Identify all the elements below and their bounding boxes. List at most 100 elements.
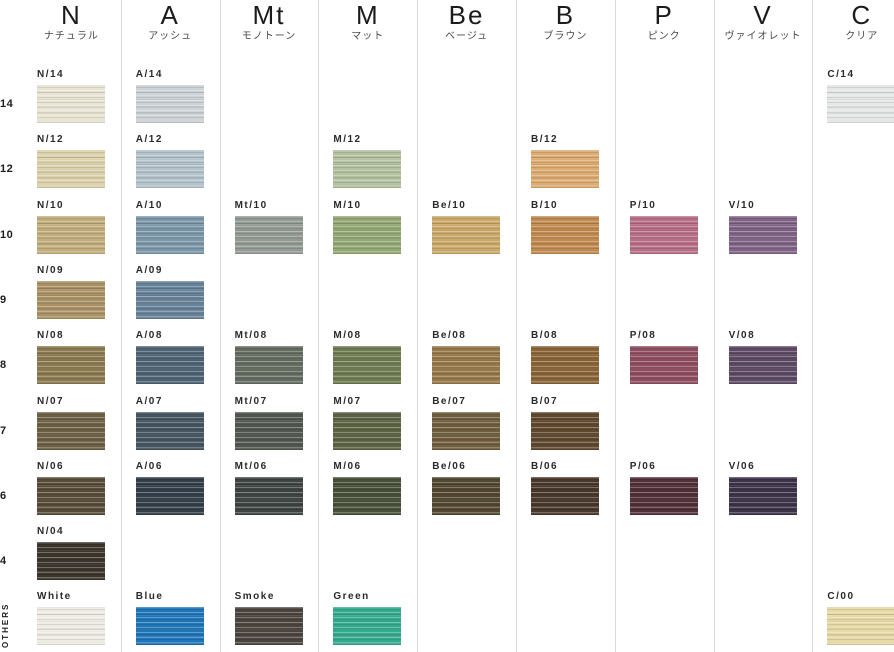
swatch-label-smoke: Smoke [234, 591, 275, 603]
swatch-label-mt-08: Mt/08 [234, 330, 268, 342]
swatch-mt-06 [234, 476, 303, 515]
swatch-n-12 [37, 150, 105, 189]
column-kana-m: マット [351, 31, 385, 42]
column-letter-be: Be [448, 0, 485, 30]
swatch-m-10 [333, 215, 402, 254]
swatch-v-06 [728, 476, 797, 515]
swatch-m-07 [333, 411, 402, 450]
row-level-12: 12 [0, 163, 14, 176]
swatch-n-06 [37, 476, 105, 515]
swatch-label-mt-06: Mt/06 [234, 460, 268, 472]
column-divider [219, 0, 221, 652]
swatch-b-08 [531, 346, 599, 385]
column-letter-v: V [753, 0, 773, 30]
swatch-label-m-07: M/07 [333, 395, 362, 407]
column-letter-p: P [654, 0, 674, 30]
swatch-mt-10 [234, 215, 303, 254]
swatch-a-08 [135, 346, 204, 385]
swatch-label-b-08: B/08 [531, 330, 559, 342]
swatch-label-c-14: C/14 [827, 69, 855, 80]
swatch-label-p-10: P/10 [629, 199, 657, 211]
swatch-a-07 [135, 411, 204, 450]
swatch-label-p-08: P/08 [629, 330, 657, 342]
column-kana-be: ベージュ [445, 31, 489, 42]
swatch-m-06 [333, 476, 402, 515]
swatch-mt-07 [234, 411, 303, 450]
swatch-label-n-10: N/10 [37, 199, 65, 211]
swatch-label-be-10: Be/10 [432, 199, 467, 211]
swatch-label-mt-07: Mt/07 [234, 395, 268, 407]
swatch-label-n-07: N/07 [37, 395, 65, 407]
swatch-a-10 [135, 215, 204, 254]
swatch-label-a-12: A/12 [135, 134, 163, 146]
column-letter-c: C [851, 0, 873, 30]
swatch-c-00 [827, 607, 894, 646]
row-level-4: 4 [0, 555, 7, 568]
column-divider [120, 0, 122, 652]
row-level-9: 9 [0, 293, 7, 306]
column-letter-b: B [555, 0, 576, 30]
swatch-b-10 [531, 215, 599, 254]
swatch-label-b-06: B/06 [531, 460, 559, 472]
swatch-p-06 [629, 476, 698, 515]
column-divider [713, 0, 715, 652]
column-kana-n: ナチュラル [43, 31, 99, 42]
swatch-label-n-14: N/14 [37, 69, 65, 80]
swatch-label-n-09: N/09 [37, 264, 65, 276]
swatch-white [37, 607, 105, 646]
swatch-a-09 [135, 280, 204, 319]
swatch-label-n-04: N/04 [37, 526, 65, 538]
swatch-n-07 [37, 411, 105, 450]
column-divider [318, 0, 320, 652]
swatch-be-07 [432, 411, 501, 450]
row-level-10: 10 [0, 228, 14, 241]
swatch-label-p-06: P/06 [629, 460, 657, 472]
column-divider [516, 0, 517, 652]
swatch-a-14 [135, 85, 204, 123]
swatch-label-mt-10: Mt/10 [234, 199, 268, 211]
swatch-label-blue: Blue [135, 591, 164, 603]
column-kana-v: ヴァイオレット [724, 31, 802, 42]
swatch-a-06 [135, 476, 204, 515]
swatch-label-v-06: V/06 [728, 460, 756, 472]
swatch-label-a-09: A/09 [135, 264, 163, 276]
swatch-b-07 [531, 411, 599, 450]
column-kana-b: ブラウン [543, 31, 588, 42]
column-kana-a: アッシュ [148, 31, 193, 42]
swatch-label-be-08: Be/08 [432, 330, 467, 342]
swatch-b-12 [531, 150, 599, 189]
swatch-m-12 [333, 150, 402, 189]
swatch-c-14 [827, 85, 894, 123]
column-letter-n: N [61, 0, 82, 30]
column-kana-mt: モノトーン [241, 31, 297, 42]
swatch-b-06 [531, 476, 599, 515]
row-level-8: 8 [0, 359, 7, 372]
column-kana-c: クリア [845, 31, 879, 42]
swatch-be-10 [432, 215, 501, 254]
swatch-n-10 [37, 215, 105, 254]
swatch-be-08 [432, 346, 501, 385]
swatch-label-b-07: B/07 [531, 395, 559, 407]
swatch-p-10 [629, 215, 698, 254]
swatch-label-c-00: C/00 [827, 591, 855, 603]
column-letter-mt: Mt [252, 0, 286, 30]
swatch-v-08 [728, 346, 797, 385]
swatch-label-m-08: M/08 [333, 330, 362, 342]
swatch-smoke [234, 607, 303, 646]
swatch-label-a-14: A/14 [135, 69, 163, 80]
swatch-blue [135, 607, 204, 646]
swatch-n-08 [37, 346, 105, 385]
swatch-label-m-06: M/06 [333, 460, 362, 472]
swatch-green [333, 607, 402, 646]
swatch-label-b-10: B/10 [531, 199, 559, 211]
column-kana-p: ピンク [647, 31, 681, 42]
swatch-label-a-06: A/06 [135, 460, 163, 472]
swatch-be-06 [432, 476, 501, 515]
swatch-label-v-08: V/08 [728, 330, 756, 342]
swatch-n-04 [37, 542, 105, 581]
swatch-label-green: Green [333, 591, 370, 603]
row-level-14: 14 [0, 98, 14, 110]
swatch-label-a-07: A/07 [135, 395, 163, 407]
column-letter-a: A [160, 0, 180, 30]
